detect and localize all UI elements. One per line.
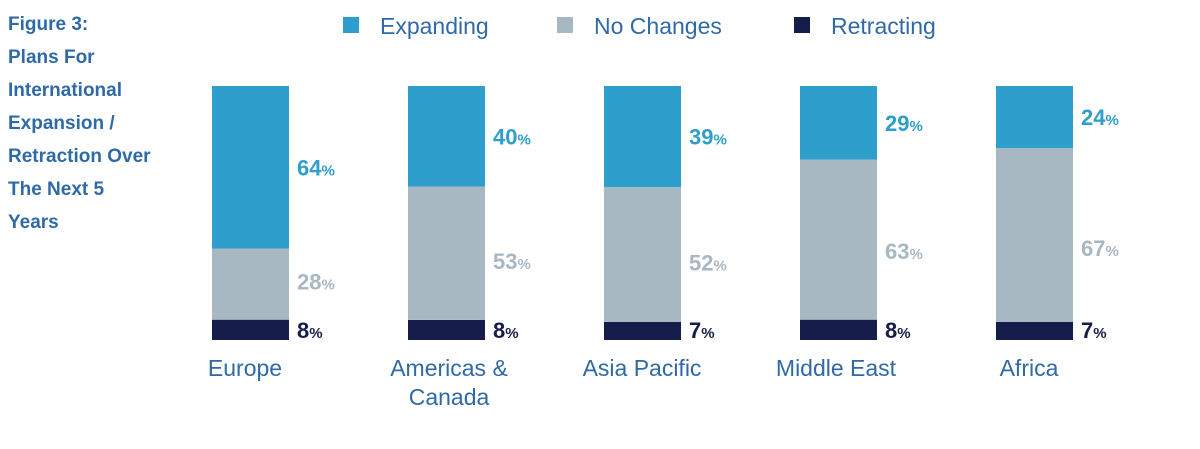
bar-segment [212, 248, 289, 320]
legend-label: No Changes [594, 13, 722, 39]
value-label: 8% [297, 318, 323, 343]
figure-title-line: Retraction Over [8, 146, 151, 167]
bar-segment [604, 187, 681, 322]
figure-title-line: The Next 5 [8, 179, 105, 200]
category-label: Canada [409, 384, 490, 410]
category-label: Africa [1000, 355, 1059, 381]
value-label: 53% [493, 249, 531, 274]
bar-segment [800, 86, 877, 160]
bar-segment [408, 319, 485, 340]
bar-segment [996, 148, 1073, 322]
chart-legend: Expanding No Changes Retracting [343, 13, 936, 39]
value-label: 39% [689, 125, 727, 150]
category-label: Asia Pacific [583, 355, 702, 381]
bar-segment [212, 86, 289, 249]
legend-swatch [794, 17, 810, 33]
value-label: 8% [493, 318, 519, 343]
legend-label: Retracting [831, 13, 936, 39]
value-labels: 8% 28% 64% 8% 53% 40% 7% 52% 39% 8% 63% 29% 7% 67% 24% [297, 105, 1119, 343]
legend-label: Expanding [380, 13, 489, 39]
category-labels: Europe Americas & Canada Asia Pacific Middle… [208, 355, 1059, 410]
value-label: 24% [1081, 105, 1119, 130]
category-label: Americas & [390, 355, 508, 381]
bar-segment [800, 319, 877, 340]
bar-segment [408, 186, 485, 320]
figure-title-line: Figure 3: [8, 14, 89, 35]
value-label: 7% [689, 318, 715, 343]
figure-title-line: International [8, 80, 123, 101]
value-label: 63% [885, 239, 923, 264]
category-label: Europe [208, 355, 282, 381]
figure-title-line: Years [8, 212, 59, 233]
bar-segment [604, 321, 681, 340]
value-label: 8% [885, 318, 911, 343]
bar-segment [408, 86, 485, 187]
figure-title-line: Plans For [8, 47, 95, 68]
bar-segment [996, 321, 1073, 340]
figure-title: Figure 3: Plans For International Expansion… [8, 8, 188, 239]
value-label: 28% [297, 270, 335, 295]
figure-title-line: Expansion / [8, 113, 115, 134]
bar-segment [996, 86, 1073, 149]
value-label: 64% [297, 155, 335, 180]
value-label: 29% [885, 111, 923, 136]
bar-segment [800, 159, 877, 320]
legend-swatch [343, 17, 359, 33]
bar-group [212, 86, 1073, 340]
bar-segment [212, 319, 289, 340]
legend-swatch [557, 17, 573, 33]
category-label: Middle East [776, 355, 897, 381]
value-label: 7% [1081, 318, 1107, 343]
value-label: 67% [1081, 236, 1119, 261]
value-label: 52% [689, 251, 727, 276]
value-label: 40% [493, 124, 531, 149]
bar-segment [604, 86, 681, 188]
